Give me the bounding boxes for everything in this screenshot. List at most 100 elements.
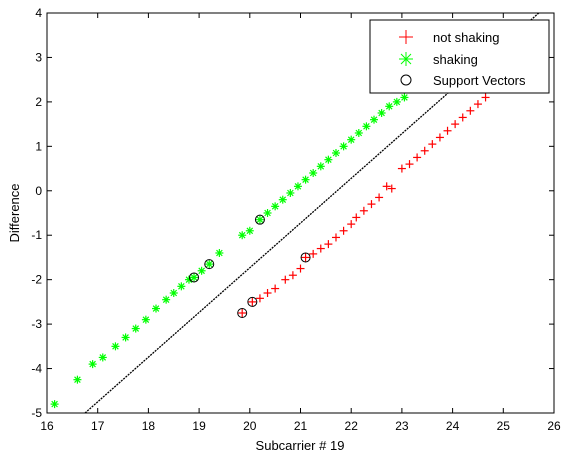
legend-label-support-vectors: Support Vectors [433,73,526,88]
y-tick-label: -5 [31,406,42,420]
not-shaking-point [271,284,280,293]
shaking-point [370,115,379,124]
shaking-point [131,324,140,333]
not-shaking-point [375,193,384,202]
not-shaking-point [443,126,452,135]
support-vector-point [254,214,265,225]
shaking-point [331,149,340,157]
not-shaking-point [359,206,368,215]
support-vector-point [189,272,200,283]
shaking-point [263,209,272,217]
not-shaking-point [473,100,482,109]
shaking-point [339,142,348,151]
shaking-point [354,129,363,137]
not-shaking-point [281,275,290,284]
not-shaking-point [339,226,348,235]
not-shaking-point [405,160,414,169]
not-shaking-point [248,297,257,306]
not-shaking-point [309,249,318,258]
not-shaking-point [428,140,437,149]
shaking-point [245,226,254,235]
shaking-point [190,273,199,282]
y-tick-label: 3 [35,50,42,64]
not-shaking-point [413,153,422,162]
legend: not shaking shaking Support Vectors [369,19,550,94]
not-shaking-point [397,164,406,173]
y-tick-label: 4 [35,6,42,20]
shaking-point [392,97,401,106]
x-tick-label: 19 [192,419,206,433]
not-shaking-point [331,233,340,242]
legend-marker-support-vectors [400,74,412,86]
legend-label-not-shaking: not shaking [433,30,500,45]
x-axis-label: Subcarrier # 19 [256,438,345,453]
shaking-point [255,215,264,224]
not-shaking-point [301,253,310,262]
x-tick-label: 23 [395,419,409,433]
y-tick-label: 0 [35,184,42,198]
chart-marks [50,12,540,414]
shaking-point [197,266,206,275]
not-shaking-point [451,120,460,129]
support-vector-point [204,259,215,270]
support-vector-point [300,252,311,263]
not-shaking-point [466,106,475,115]
y-tick-label: -4 [31,362,42,376]
shaking-point [141,315,150,324]
shaking-point [121,333,130,342]
not-shaking-point [458,113,467,122]
shaking-point [400,93,409,102]
shaking-point [169,289,178,297]
legend-marker-shaking [399,52,413,66]
x-tick-label: 22 [345,419,359,433]
shaking-point [293,182,302,191]
not-shaking-point [296,264,305,273]
not-shaking-point [435,133,444,142]
x-tick-label: 17 [91,419,105,433]
shaking-point [98,353,107,362]
y-axis-label: Difference [7,183,22,242]
not-shaking-point [238,309,247,317]
not-shaking-point [255,294,264,303]
not-shaking-point [481,93,490,102]
shaking-point [362,122,371,131]
shaking-point [385,102,394,111]
not-shaking-point [387,184,396,193]
shaking-point [286,189,295,197]
shaking-point [347,135,356,144]
not-shaking-point [316,244,325,253]
not-shaking-point [352,213,361,222]
not-shaking-point [367,200,376,209]
legend-marker-not-shaking [399,30,413,44]
shaking-point [73,375,82,384]
shaking-point [278,195,287,204]
not-shaking-point [420,146,429,155]
not-shaking-point [324,240,333,249]
shaking-point [177,282,186,291]
shaking-point [111,342,120,351]
not-shaking-point [288,271,297,280]
support-vector-point [237,308,248,318]
y-tick-label: -2 [31,273,42,287]
shaking-point [316,162,325,171]
shaking-point [88,360,97,369]
shaking-point [162,295,171,304]
x-tick-label: 26 [547,419,561,433]
shaking-point [205,260,214,269]
y-tick-label: -3 [31,317,42,331]
shaking-point [271,202,280,211]
shaking-point [50,400,59,409]
x-tick-label: 21 [294,419,308,433]
y-tick-label: 2 [35,95,42,109]
shaking-point [215,249,224,257]
not-shaking-point [263,289,272,297]
shaking-point [301,175,310,184]
not-shaking-point [347,220,356,229]
legend-label-shaking: shaking [433,52,478,67]
y-tick-label: -1 [31,228,42,242]
x-tick-label: 18 [142,419,156,433]
legend-box [369,19,550,94]
shaking-point [309,169,318,177]
